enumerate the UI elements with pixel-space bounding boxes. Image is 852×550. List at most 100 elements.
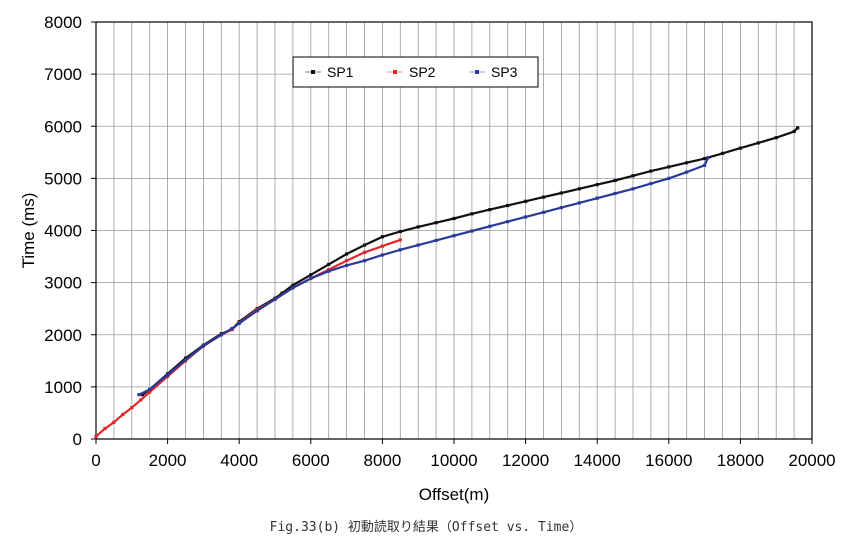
data-point	[362, 243, 367, 247]
figure-caption: Fig.33(b) 初動読取り結果（Offset vs. Time）	[269, 520, 583, 535]
data-point	[327, 262, 331, 266]
data-point	[613, 191, 617, 196]
x-tick-label: 2000	[149, 451, 187, 470]
data-point	[631, 174, 635, 178]
data-point	[416, 243, 420, 247]
data-point	[398, 229, 402, 234]
data-point	[345, 259, 349, 263]
legend-box	[292, 56, 539, 88]
legend: SP1 SP2 SP3	[292, 56, 539, 88]
series-line	[95, 238, 401, 438]
data-point	[255, 309, 259, 313]
series-sp2	[94, 238, 402, 438]
y-axis-ticks: 0 1000 2000 3000 4000 5000 6000 7000 8000	[44, 13, 96, 449]
y-tick-label: 8000	[44, 13, 82, 32]
data-point	[703, 156, 707, 161]
data-point	[219, 333, 223, 337]
data-point	[738, 146, 742, 150]
data-point	[595, 183, 599, 187]
data-point	[796, 126, 800, 130]
data-point	[488, 224, 492, 228]
y-tick-label: 4000	[44, 222, 82, 241]
y-axis-title: Time (ms)	[19, 193, 38, 269]
data-point	[309, 276, 313, 281]
y-tick-label: 7000	[44, 65, 82, 84]
legend-label-sp1: SP1	[327, 64, 354, 80]
data-point	[774, 136, 778, 140]
chart: 0 1000 2000 3000 4000 5000 6000 7000 8000 0 2000 4…	[19, 13, 836, 504]
data-point	[559, 205, 563, 210]
data-point	[649, 181, 653, 186]
data-point	[103, 426, 107, 431]
data-point	[434, 221, 438, 225]
y-tick-label: 5000	[44, 169, 82, 188]
data-point	[280, 291, 284, 295]
data-point	[362, 250, 367, 254]
data-point	[524, 199, 528, 203]
data-point	[667, 176, 671, 180]
data-point	[559, 191, 563, 195]
data-point	[309, 273, 313, 277]
data-point	[452, 234, 456, 238]
x-axis-ticks: 0 2000 4000 6000 8000 10000 12000 14000 16000 180…	[91, 439, 836, 470]
data-point	[434, 238, 438, 243]
data-point	[613, 178, 617, 183]
data-point	[139, 398, 143, 402]
data-point	[506, 220, 510, 224]
x-tick-label: 10000	[430, 451, 477, 470]
data-point	[541, 195, 546, 199]
data-point	[488, 208, 492, 212]
data-point	[756, 141, 760, 145]
x-tick-label: 18000	[717, 451, 764, 470]
data-point	[230, 326, 234, 331]
y-tick-label: 6000	[44, 117, 82, 136]
x-tick-label: 14000	[574, 451, 621, 470]
x-tick-label: 12000	[502, 451, 549, 470]
y-tick-label: 2000	[44, 326, 82, 345]
data-point	[273, 297, 277, 301]
x-tick-label: 16000	[645, 451, 692, 470]
data-point	[524, 215, 528, 219]
data-point	[452, 216, 456, 221]
x-tick-label: 4000	[220, 451, 258, 470]
data-point	[345, 252, 349, 256]
data-point	[183, 358, 188, 362]
y-tick-label: 3000	[44, 274, 82, 293]
data-point	[166, 373, 170, 377]
data-point	[121, 412, 125, 417]
data-point	[577, 201, 581, 205]
data-point	[416, 225, 420, 229]
y-tick-label: 1000	[44, 378, 82, 397]
data-point	[595, 196, 599, 200]
x-tick-label: 20000	[788, 451, 835, 470]
legend-label-sp3: SP3	[491, 64, 518, 80]
data-point	[398, 248, 402, 252]
data-point	[201, 344, 205, 348]
series-sp3	[137, 155, 710, 397]
x-tick-label: 6000	[292, 451, 330, 470]
data-point	[541, 210, 546, 214]
data-point	[470, 212, 474, 216]
data-point	[380, 244, 384, 248]
data-point	[667, 165, 671, 169]
data-point	[94, 434, 98, 438]
data-point	[649, 169, 653, 173]
series-layer	[94, 126, 800, 438]
data-point	[137, 393, 141, 397]
y-tick-label: 0	[73, 430, 82, 449]
data-point	[577, 187, 581, 191]
data-point	[470, 229, 474, 233]
legend-label-sp2: SP2	[409, 64, 436, 80]
data-point	[506, 203, 510, 208]
data-point	[380, 253, 384, 257]
data-point	[703, 163, 707, 167]
data-point	[380, 235, 384, 239]
data-point	[706, 155, 710, 160]
data-point	[140, 393, 145, 397]
data-point	[685, 161, 689, 165]
x-tick-label: 8000	[363, 451, 401, 470]
x-tick-label: 0	[91, 451, 100, 470]
data-point	[237, 321, 241, 325]
data-point	[130, 406, 134, 410]
data-point	[362, 259, 367, 263]
